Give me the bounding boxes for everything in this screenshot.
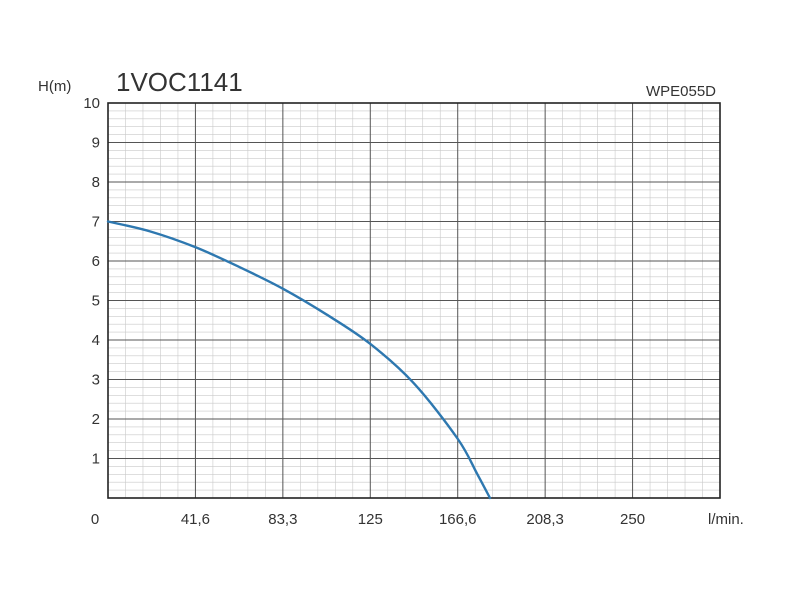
x-tick-label: 208,3	[526, 511, 564, 528]
x-tick-label: 250	[620, 511, 645, 528]
y-tick-label: 1	[92, 451, 100, 468]
x-tick-label: 83,3	[268, 511, 297, 528]
y-tick-label: 9	[92, 135, 100, 152]
model-code: WPE055D	[646, 83, 716, 100]
y-axis-label: H(m)	[38, 78, 71, 95]
performance-curve	[106, 220, 492, 500]
y-tick-label: 5	[92, 293, 100, 310]
series-layer	[106, 220, 492, 500]
y-tick-label: 7	[92, 214, 100, 231]
x-tick-label: 41,6	[181, 511, 210, 528]
y-tick-label: 10	[83, 95, 100, 112]
x-tick-labels: 0 41,6 83,3 125 166,6 208,3 250	[91, 511, 645, 528]
x-tick-label: 125	[358, 511, 383, 528]
plot-frame	[107, 102, 721, 499]
major-grid	[108, 103, 720, 498]
y-tick-labels: 1 2 3 4 5 6 7 8 9 10	[83, 95, 100, 468]
chart-title: 1VOC1141	[116, 67, 243, 97]
y-tick-label: 6	[92, 253, 100, 270]
y-tick-label: 8	[92, 174, 100, 191]
x-tick-label: 0	[91, 511, 99, 528]
x-tick-label: 166,6	[439, 511, 477, 528]
x-axis-label: l/min.	[708, 511, 744, 528]
y-tick-label: 3	[92, 372, 100, 389]
y-tick-label: 4	[92, 332, 100, 349]
y-tick-label: 2	[92, 411, 100, 428]
